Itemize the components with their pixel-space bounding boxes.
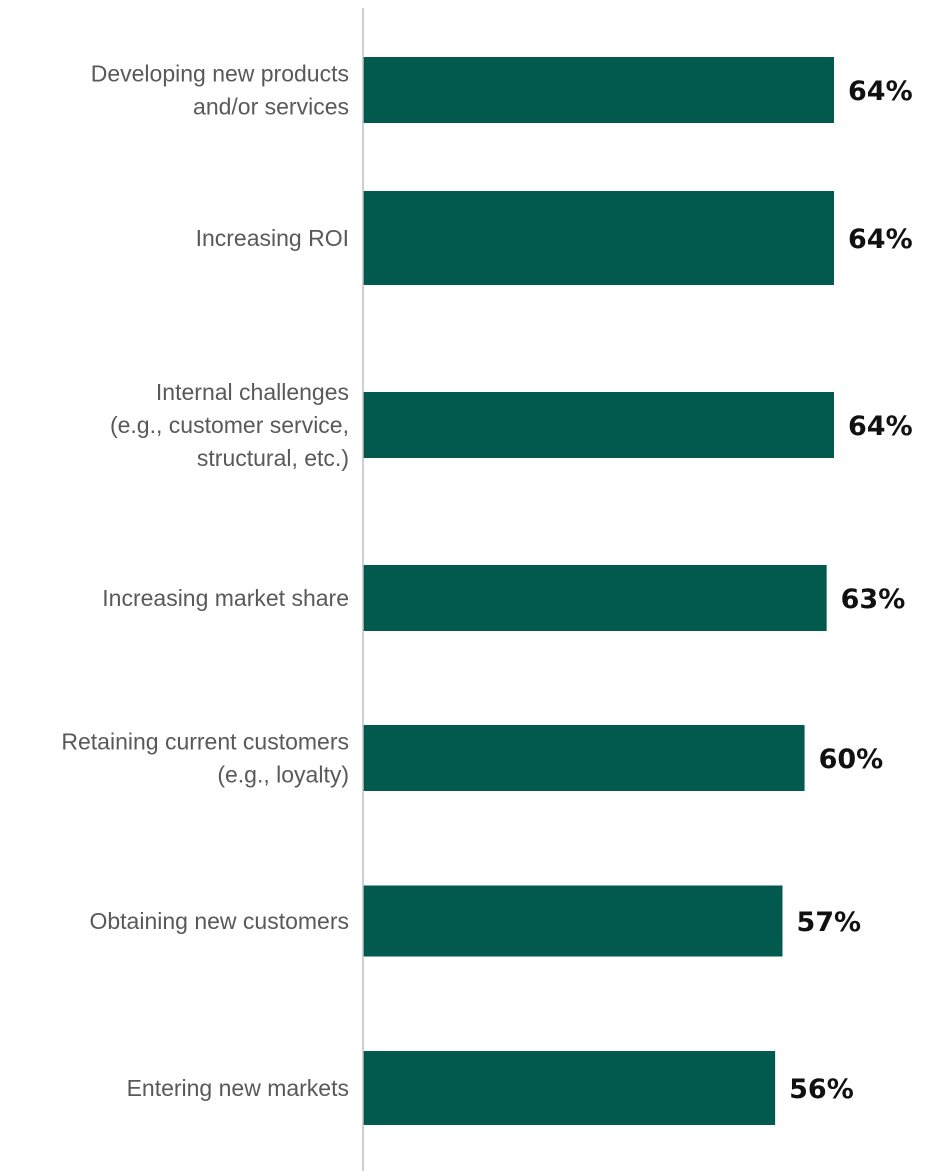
bar (363, 392, 834, 458)
value-label: 64% (848, 224, 913, 255)
bar (363, 57, 834, 123)
category-label: Obtaining new customers (89, 908, 349, 934)
value-label: 57% (796, 907, 861, 938)
category-label-line: Increasing market share (102, 585, 349, 611)
category-label-line: (e.g., customer service, (110, 412, 349, 438)
category-label-line: (e.g., loyalty) (217, 762, 349, 788)
value-label: 64% (848, 76, 913, 107)
category-label-line: Increasing ROI (196, 225, 349, 251)
value-label: 56% (789, 1074, 854, 1105)
bar (363, 565, 827, 631)
value-label: 64% (848, 411, 913, 442)
value-labels: 64% 64% 64% 63% 60% 57% 56% (789, 76, 913, 1105)
bars-layer (363, 57, 834, 1125)
bar (363, 1051, 776, 1125)
category-label-line: Internal challenges (156, 379, 349, 405)
category-label-line: Developing new products (91, 61, 349, 87)
value-label: 60% (819, 744, 884, 775)
category-label: Entering new markets (127, 1075, 349, 1101)
category-labels: Developing new products and/or services In… (61, 61, 349, 1102)
category-label-line: Entering new markets (127, 1075, 349, 1101)
category-label: Increasing market share (102, 585, 349, 611)
category-label: Increasing ROI (196, 225, 349, 251)
category-label: Developing new products and/or services (91, 61, 349, 120)
category-label-line: structural, etc.) (197, 445, 349, 471)
bar (363, 191, 834, 285)
category-label: Internal challenges (e.g., customer servi… (110, 379, 349, 471)
category-label: Retaining current customers (e.g., loyalt… (61, 729, 349, 788)
bar (363, 725, 805, 791)
category-label-line: Obtaining new customers (89, 908, 349, 934)
category-label-line: Retaining current customers (61, 729, 349, 755)
value-label: 63% (841, 584, 906, 615)
bar (363, 885, 783, 957)
category-label-line: and/or services (193, 94, 349, 120)
